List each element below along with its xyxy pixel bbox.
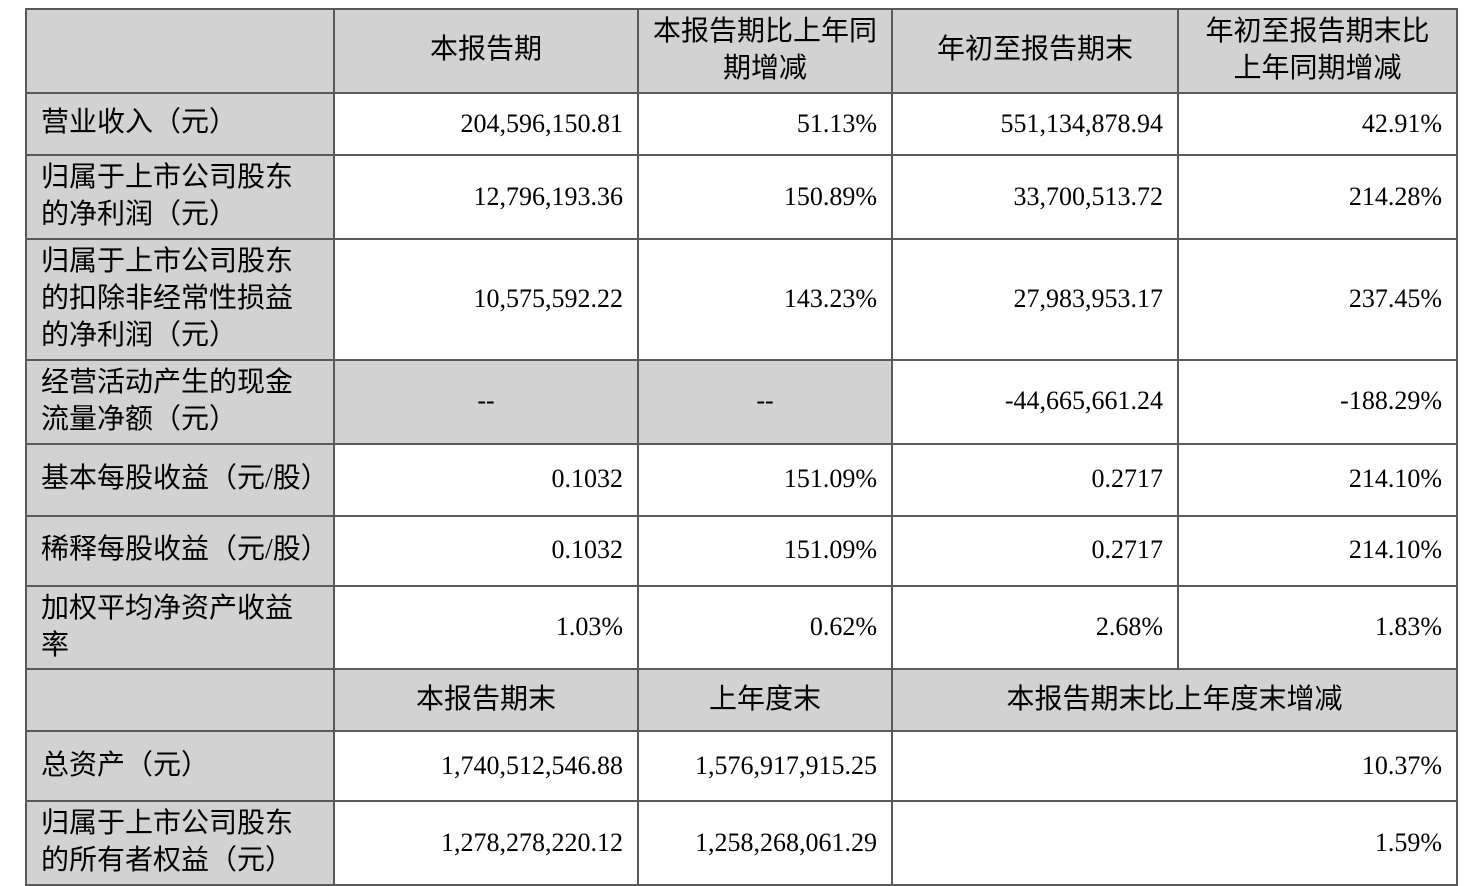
table-row-total-assets: 总资产（元） 1,740,512,546.88 1,576,917,915.25…	[25, 730, 1458, 803]
row-label: 稀释每股收益（元/股）	[25, 514, 335, 587]
header-row-period: 本报告期 本报告期比上年同期增减 年初至报告期末 年初至报告期末比上年同期增减	[25, 8, 1458, 94]
cell-ytd: 27,983,953.17	[891, 237, 1179, 361]
table-row-basic-eps: 基本每股收益（元/股） 0.1032 151.09% 0.2717 214.10…	[25, 442, 1458, 517]
cell-yoy-change-na: --	[637, 358, 893, 445]
cell-ytd-yoy: 237.45%	[1177, 237, 1458, 361]
row-label: 经营活动产生的现金流量净额（元）	[25, 358, 335, 445]
header-corner-2	[25, 668, 335, 733]
cell-period-end: 1,278,278,220.12	[333, 800, 639, 886]
table-row-weighted-avg-roe: 加权平均净资产收益率 1.03% 0.62% 2.68% 1.83%	[25, 584, 1458, 671]
cell-ytd: -44,665,661.24	[891, 358, 1179, 445]
key-financials-table: 本报告期 本报告期比上年同期增减 年初至报告期末 年初至报告期末比上年同期增减 …	[25, 8, 1458, 886]
table-row-operating-cash-flow: 经营活动产生的现金流量净额（元） -- -- -44,665,661.24 -1…	[25, 358, 1458, 445]
cell-current-period: 0.1032	[333, 514, 639, 587]
row-label: 归属于上市公司股东的扣除非经常性损益的净利润（元）	[25, 237, 335, 361]
cell-end-change: 1.59%	[891, 800, 1458, 886]
cell-prev-year-end: 1,258,268,061.29	[637, 800, 893, 886]
row-label: 基本每股收益（元/股）	[25, 442, 335, 517]
cell-ytd-yoy: -188.29%	[1177, 358, 1458, 445]
cell-ytd: 0.2717	[891, 514, 1179, 587]
cell-ytd: 551,134,878.94	[891, 91, 1179, 156]
cell-yoy-change: 0.62%	[637, 584, 893, 671]
cell-current-period: 204,596,150.81	[333, 91, 639, 156]
cell-yoy-change: 151.09%	[637, 514, 893, 587]
cell-ytd-yoy: 1.83%	[1177, 584, 1458, 671]
table-row-net-profit-excl-nonrecurring: 归属于上市公司股东的扣除非经常性损益的净利润（元） 10,575,592.22 …	[25, 237, 1458, 361]
row-label: 营业收入（元）	[25, 91, 335, 156]
cell-current-period: 0.1032	[333, 442, 639, 517]
row-label: 归属于上市公司股东的净利润（元）	[25, 153, 335, 240]
cell-ytd: 2.68%	[891, 584, 1179, 671]
cell-prev-year-end: 1,576,917,915.25	[637, 730, 893, 803]
table-row-revenue: 营业收入（元） 204,596,150.81 51.13% 551,134,87…	[25, 91, 1458, 156]
cell-ytd: 33,700,513.72	[891, 153, 1179, 240]
header-period-end: 本报告期末	[333, 668, 639, 733]
cell-current-period: 1.03%	[333, 584, 639, 671]
row-label: 加权平均净资产收益率	[25, 584, 335, 671]
cell-end-change: 10.37%	[891, 730, 1458, 803]
cell-ytd-yoy: 214.10%	[1177, 514, 1458, 587]
header-current-period: 本报告期	[333, 8, 639, 94]
table-row-net-profit: 归属于上市公司股东的净利润（元） 12,796,193.36 150.89% 3…	[25, 153, 1458, 240]
header-yoy-change: 本报告期比上年同期增减	[637, 8, 893, 94]
header-ytd-yoy-change: 年初至报告期末比上年同期增减	[1177, 8, 1458, 94]
cell-period-end: 1,740,512,546.88	[333, 730, 639, 803]
table-row-equity: 归属于上市公司股东的所有者权益（元） 1,278,278,220.12 1,25…	[25, 800, 1458, 886]
table-row-diluted-eps: 稀释每股收益（元/股） 0.1032 151.09% 0.2717 214.10…	[25, 514, 1458, 587]
header-prev-year-end: 上年度末	[637, 668, 893, 733]
header-end-change: 本报告期末比上年度末增减	[891, 668, 1458, 733]
cell-yoy-change: 51.13%	[637, 91, 893, 156]
cell-yoy-change: 143.23%	[637, 237, 893, 361]
cell-yoy-change: 151.09%	[637, 442, 893, 517]
cell-ytd: 0.2717	[891, 442, 1179, 517]
cell-current-period: 10,575,592.22	[333, 237, 639, 361]
cell-current-period-na: --	[333, 358, 639, 445]
cell-current-period: 12,796,193.36	[333, 153, 639, 240]
report-page: { "table": { "title_semantic": "主要会计数据和财…	[25, 8, 1458, 886]
cell-ytd-yoy: 214.28%	[1177, 153, 1458, 240]
cell-yoy-change: 150.89%	[637, 153, 893, 240]
header-row-period-end: 本报告期末 上年度末 本报告期末比上年度末增减	[25, 668, 1458, 733]
cell-ytd-yoy: 214.10%	[1177, 442, 1458, 517]
cell-ytd-yoy: 42.91%	[1177, 91, 1458, 156]
row-label: 归属于上市公司股东的所有者权益（元）	[25, 800, 335, 886]
row-label: 总资产（元）	[25, 730, 335, 803]
header-ytd: 年初至报告期末	[891, 8, 1179, 94]
header-corner	[25, 8, 335, 94]
